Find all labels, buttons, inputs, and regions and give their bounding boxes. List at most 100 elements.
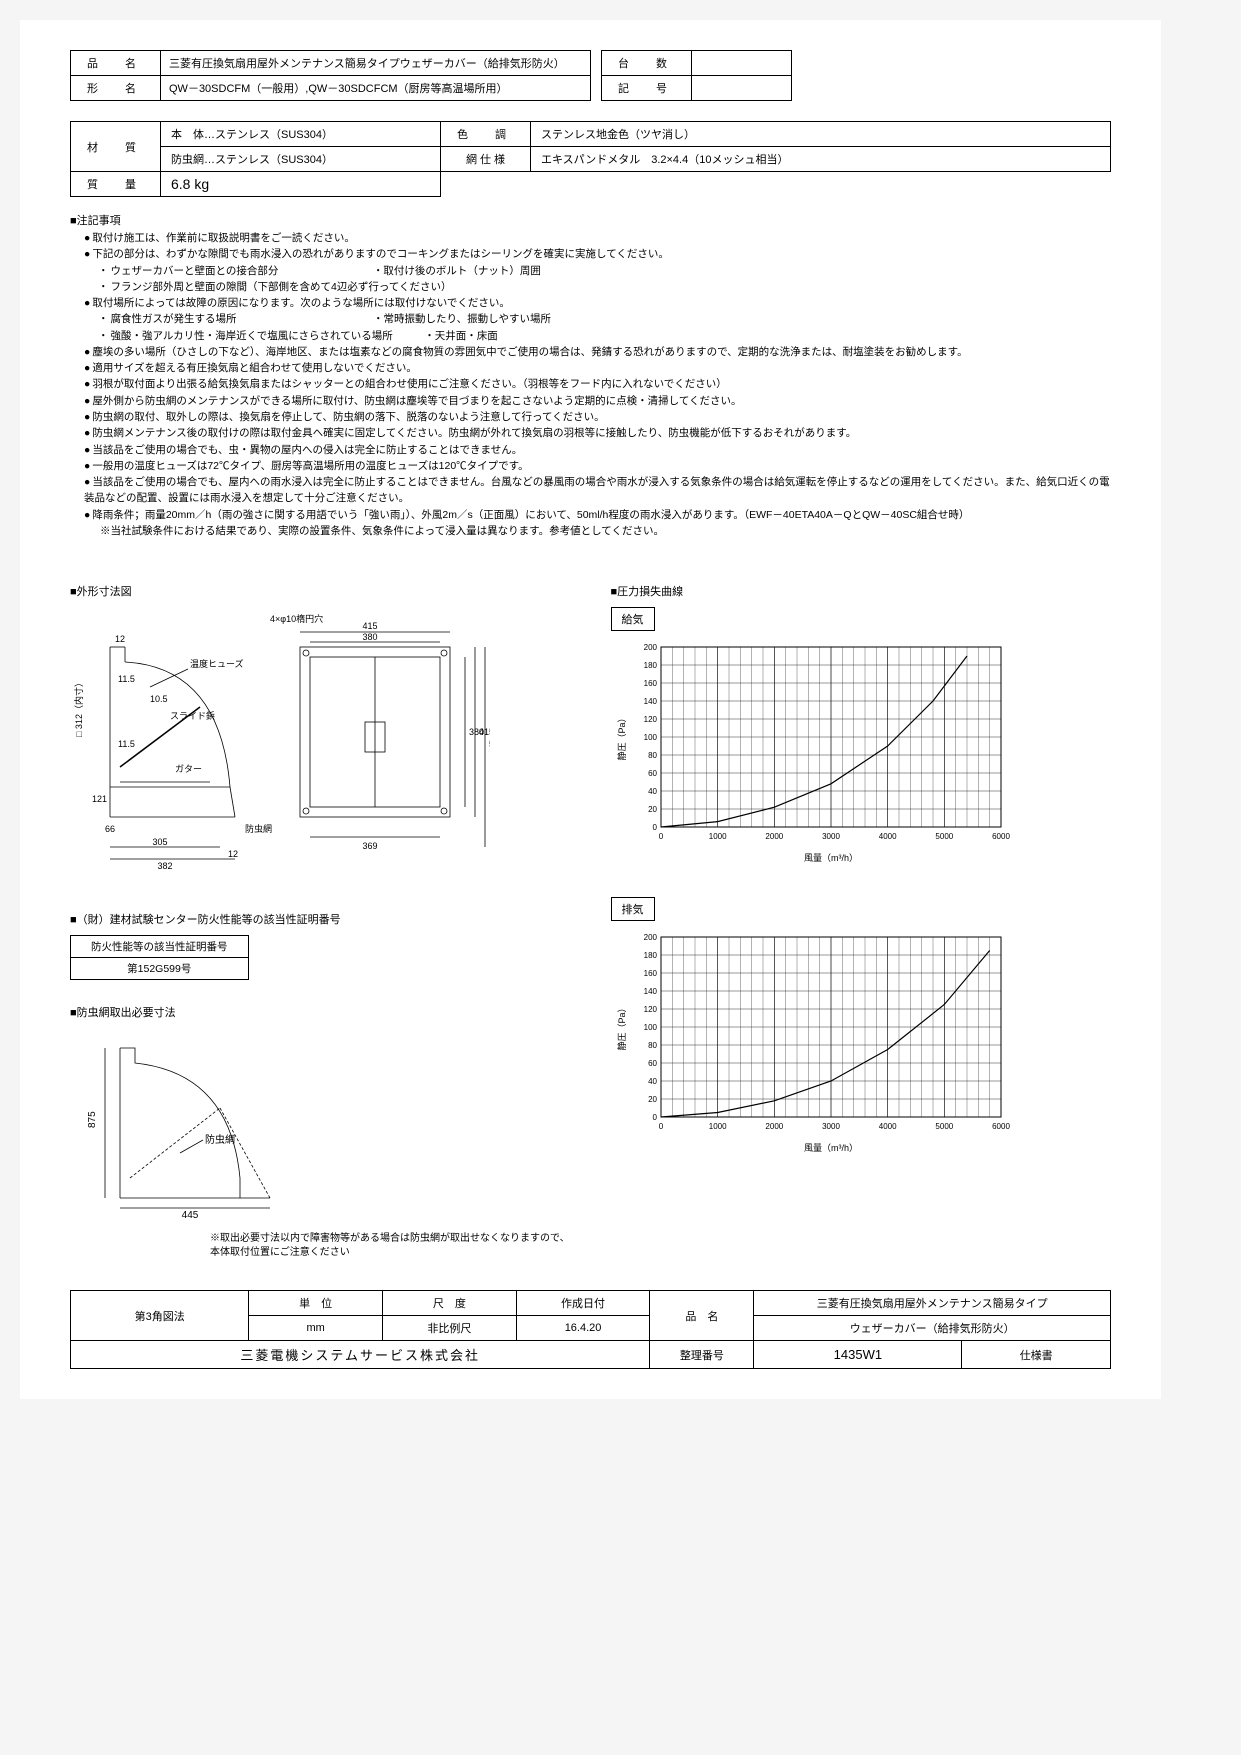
notes-section: ■注記事項 取付け施工は、作業前に取扱説明書をご一読ください。下記の部分は、わず… [70,213,1111,539]
unit-value: mm [249,1316,383,1341]
note-item: 当該品をご使用の場合でも、虫・異物の屋内への侵入は完全に防止することはできません… [84,442,1111,458]
svg-text:0: 0 [652,823,657,832]
svg-text:160: 160 [643,679,657,688]
date-label: 作成日付 [516,1291,650,1316]
svg-text:11.5: 11.5 [118,674,135,684]
svg-text:382: 382 [157,861,172,871]
supply-chart: 0204060801001201401601802000100020003000… [611,637,1011,867]
svg-text:12: 12 [228,849,238,859]
svg-text:160: 160 [643,969,657,978]
cert-table: 防火性能等の該当性証明番号 第152G599号 [70,935,249,980]
svg-text:121: 121 [92,794,107,804]
svg-text:120: 120 [643,715,657,724]
note-item: 取付場所によっては故障の原因になります。次のような場所には取付けないでください。 [84,295,1111,311]
svg-text:□ 312（内寸）: □ 312（内寸） [73,678,84,737]
svg-text:防虫網: 防虫網 [205,1133,235,1146]
footer-table: 第3角図法 単 位 尺 度 作成日付 品 名 三菱有圧換気扇用屋外メンテナンス簡… [70,1290,1111,1369]
svg-text:2000: 2000 [765,832,783,841]
spec-sheet: 品 名 三菱有圧換気扇用屋外メンテナンス簡易タイプウェザーカバー（給排気形防火）… [20,20,1161,1399]
net-spec-label: 網 仕 様 [441,147,531,172]
pressure-title: ■圧力損失曲線 [611,583,1112,599]
model-label: 形 名 [71,76,161,101]
note-item: 取付け施工は、作業前に取扱説明書をご一読ください。 [84,230,1111,246]
svg-text:静圧（Pa）: 静圧（Pa） [616,1004,627,1051]
notes-title: ■注記事項 [70,213,1111,230]
svg-text:4×φ10楕円穴: 4×φ10楕円穴 [270,613,323,624]
svg-text:140: 140 [643,697,657,706]
svg-text:305: 305 [152,837,167,847]
svg-text:80: 80 [648,1041,657,1050]
svg-text:539: 539 [489,739,490,749]
dimension-drawing: 415 380 4×φ10楕円穴 380 415 539 369 [70,607,490,887]
svg-text:415: 415 [362,621,377,631]
right-column: ■圧力損失曲線 給気 02040608010012014016018020001… [611,559,1112,1260]
svg-text:5000: 5000 [935,1122,953,1131]
svg-text:120: 120 [643,1005,657,1014]
model: QW－30SDCFM（一般用）,QW－30SDCFCM（厨房等高温場所用） [161,76,591,101]
header-row: 品 名 三菱有圧換気扇用屋外メンテナンス簡易タイプウェザーカバー（給排気形防火）… [70,50,1111,101]
note-item: 強酸・強アルカリ性・海岸近くで塩風にさらされている場所 ・天井面・床面 [84,328,1111,344]
docno-label: 整理番号 [650,1341,754,1369]
exhaust-chart: 0204060801001201401601802000100020003000… [611,927,1011,1157]
material-label: 材 質 [71,122,161,172]
symbol-value [692,76,792,101]
svg-text:20: 20 [648,1095,657,1104]
svg-text:100: 100 [643,733,657,742]
svg-text:6000: 6000 [992,1122,1010,1131]
svg-text:6000: 6000 [992,832,1010,841]
qty-table: 台 数 記 号 [601,50,792,101]
svg-text:4000: 4000 [878,832,896,841]
svg-text:60: 60 [648,769,657,778]
svg-text:11.5: 11.5 [118,739,135,749]
svg-text:防虫網: 防虫網 [245,823,272,834]
product-name-label: 品 名 [71,51,161,76]
svg-text:380: 380 [362,632,377,642]
docno: 1435W1 [754,1341,962,1369]
svg-text:445: 445 [182,1210,199,1221]
note-item: ※当社試験条件における結果であり、実際の設置条件、気象条件によって浸入量は異なり… [84,523,1111,539]
svg-text:0: 0 [658,1122,663,1131]
exhaust-label: 排気 [611,897,655,921]
svg-text:0: 0 [652,1113,657,1122]
svg-text:200: 200 [643,643,657,652]
unit-label: 単 位 [249,1291,383,1316]
svg-text:0: 0 [658,832,663,841]
symbol-label: 記 号 [602,76,692,101]
svg-text:200: 200 [643,933,657,942]
color-label: 色 調 [441,122,531,147]
note-item: 羽根が取付面より出張る給気換気扇またはシャッターとの組合わせ使用にご注意ください… [84,376,1111,392]
qty-label: 台 数 [602,51,692,76]
product-table: 品 名 三菱有圧換気扇用屋外メンテナンス簡易タイプウェザーカバー（給排気形防火）… [70,50,591,101]
note-item: 当該品をご使用の場合でも、屋内への雨水浸入は完全に防止することはできません。台風… [84,474,1111,507]
svg-text:180: 180 [643,661,657,670]
extract-note: ※取出必要寸法以内で障害物等がある場合は防虫網が取出せなくなりますので、本体取付… [210,1232,571,1260]
extract-title: ■防虫網取出必要寸法 [70,1004,571,1020]
svg-text:140: 140 [643,987,657,996]
doctype: 仕様書 [962,1341,1111,1369]
note-item: 塵埃の多い場所（ひさしの下など）、海岸地区、または塩素などの腐食物質の雰囲気中で… [84,344,1111,360]
svg-text:80: 80 [648,751,657,760]
dimension-title: ■外形寸法図 [70,583,571,599]
material-table: 材 質 本 体…ステンレス（SUS304） 色 調 ステンレス地金色（ツヤ消し）… [70,121,1111,197]
svg-text:12: 12 [115,634,125,644]
svg-text:20: 20 [648,805,657,814]
svg-text:4000: 4000 [878,1122,896,1131]
svg-text:2000: 2000 [765,1122,783,1131]
svg-text:60: 60 [648,1059,657,1068]
pname-2: ウェザーカバー（給排気形防火） [754,1316,1111,1341]
pname-label: 品 名 [650,1291,754,1341]
svg-text:415: 415 [479,727,490,737]
scale-value: 非比例尺 [382,1316,516,1341]
svg-text:369: 369 [362,841,377,851]
svg-text:100: 100 [643,1023,657,1032]
notes-list: 取付け施工は、作業前に取扱説明書をご一読ください。下記の部分は、わずかな隙間でも… [70,230,1111,539]
svg-text:875: 875 [87,1111,98,1128]
note-item: 一般用の温度ヒューズは72℃タイプ、厨房等高温場所用の温度ヒューズは120℃タイ… [84,458,1111,474]
mass-value: 6.8 kg [161,172,441,197]
svg-text:風量（m³/h）: 風量（m³/h） [803,1143,857,1153]
svg-text:3000: 3000 [822,832,840,841]
company: 三菱電機システムサービス株式会社 [71,1341,650,1369]
note-item: 降雨条件；雨量20mm／h（雨の強さに関する用語でいう「強い雨」）、外風2m／s… [84,507,1111,523]
cert-head: 防火性能等の該当性証明番号 [71,936,249,958]
product-name: 三菱有圧換気扇用屋外メンテナンス簡易タイプウェザーカバー（給排気形防火） [161,51,591,76]
